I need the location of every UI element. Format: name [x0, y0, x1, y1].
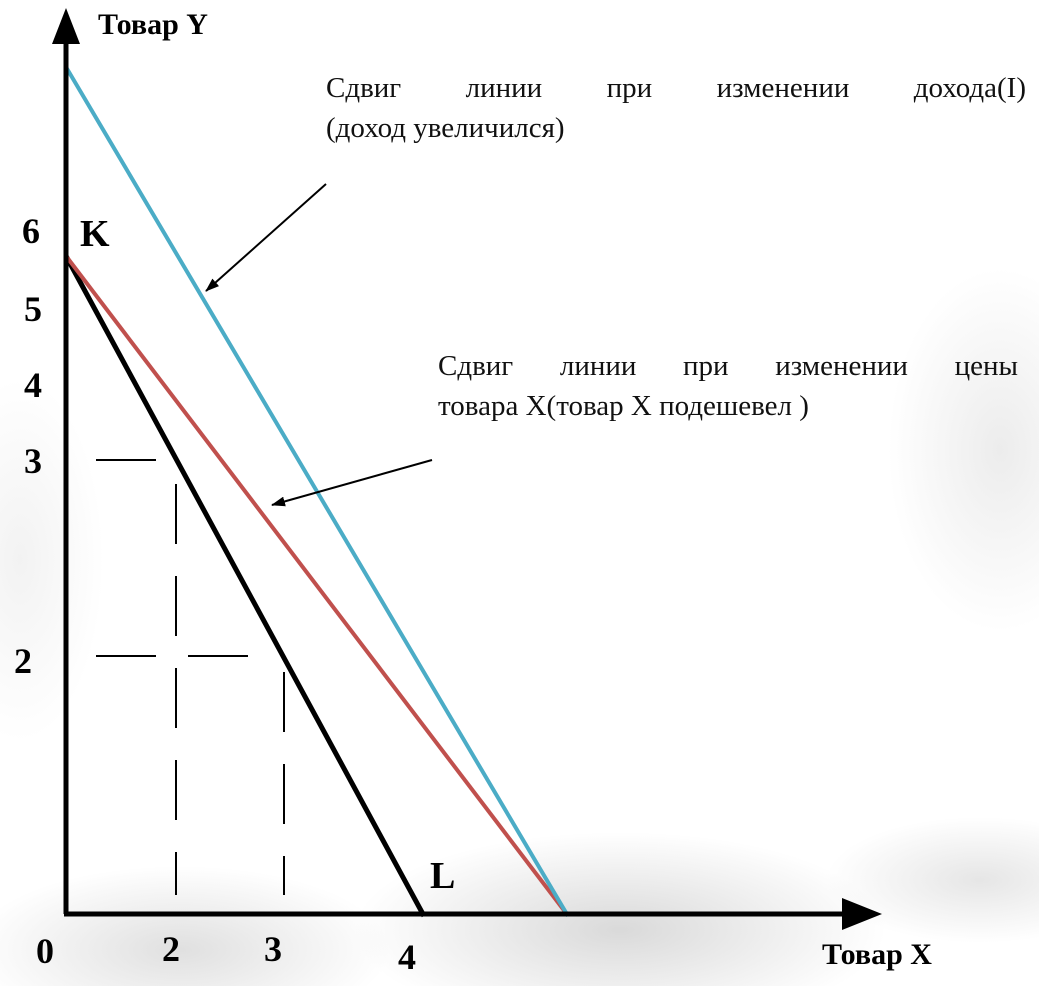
x-tick-label: 0: [36, 931, 54, 971]
x-axis-title: Товар X: [822, 938, 932, 971]
price-shift-annotation: Сдвиг линии при изменении цены товара X(…: [438, 346, 1018, 426]
x-axis-arrowhead: [842, 898, 882, 930]
income-annotation-arrow: [205, 183, 327, 292]
y-tick-label: 3: [24, 441, 42, 481]
income-shift-annotation-line1: Сдвиг линии при изменении дохода(I): [326, 72, 1026, 104]
x-tick-label: 4: [398, 937, 416, 977]
point-l-label: L: [430, 855, 456, 897]
y-tick-label: 4: [24, 365, 42, 405]
y-axis-title: Товар Y: [98, 8, 208, 41]
y-tick-label: 5: [24, 289, 42, 329]
y-axis-arrowhead: [52, 8, 80, 44]
income-shift-annotation-line2: (доход увеличился): [326, 112, 565, 144]
y-tick-label: 6: [22, 211, 40, 251]
income-shift-annotation: Сдвиг линии при изменении дохода(I) (дох…: [326, 68, 1026, 148]
original-budget-line: [63, 254, 427, 918]
price-shift-annotation-line1: Сдвиг линии при изменении цены: [438, 350, 1018, 382]
price-shift-annotation-line2: товара X(товар X подешевел ): [438, 390, 809, 422]
guide-lines: [96, 459, 285, 895]
price-annotation-arrow: [271, 459, 433, 507]
x-tick-label: 2: [162, 929, 180, 969]
point-k-label: K: [80, 213, 110, 255]
price-shift-budget-line: [64, 254, 568, 915]
y-tick-label: 2: [14, 641, 32, 681]
x-tick-label: 3: [264, 929, 282, 969]
